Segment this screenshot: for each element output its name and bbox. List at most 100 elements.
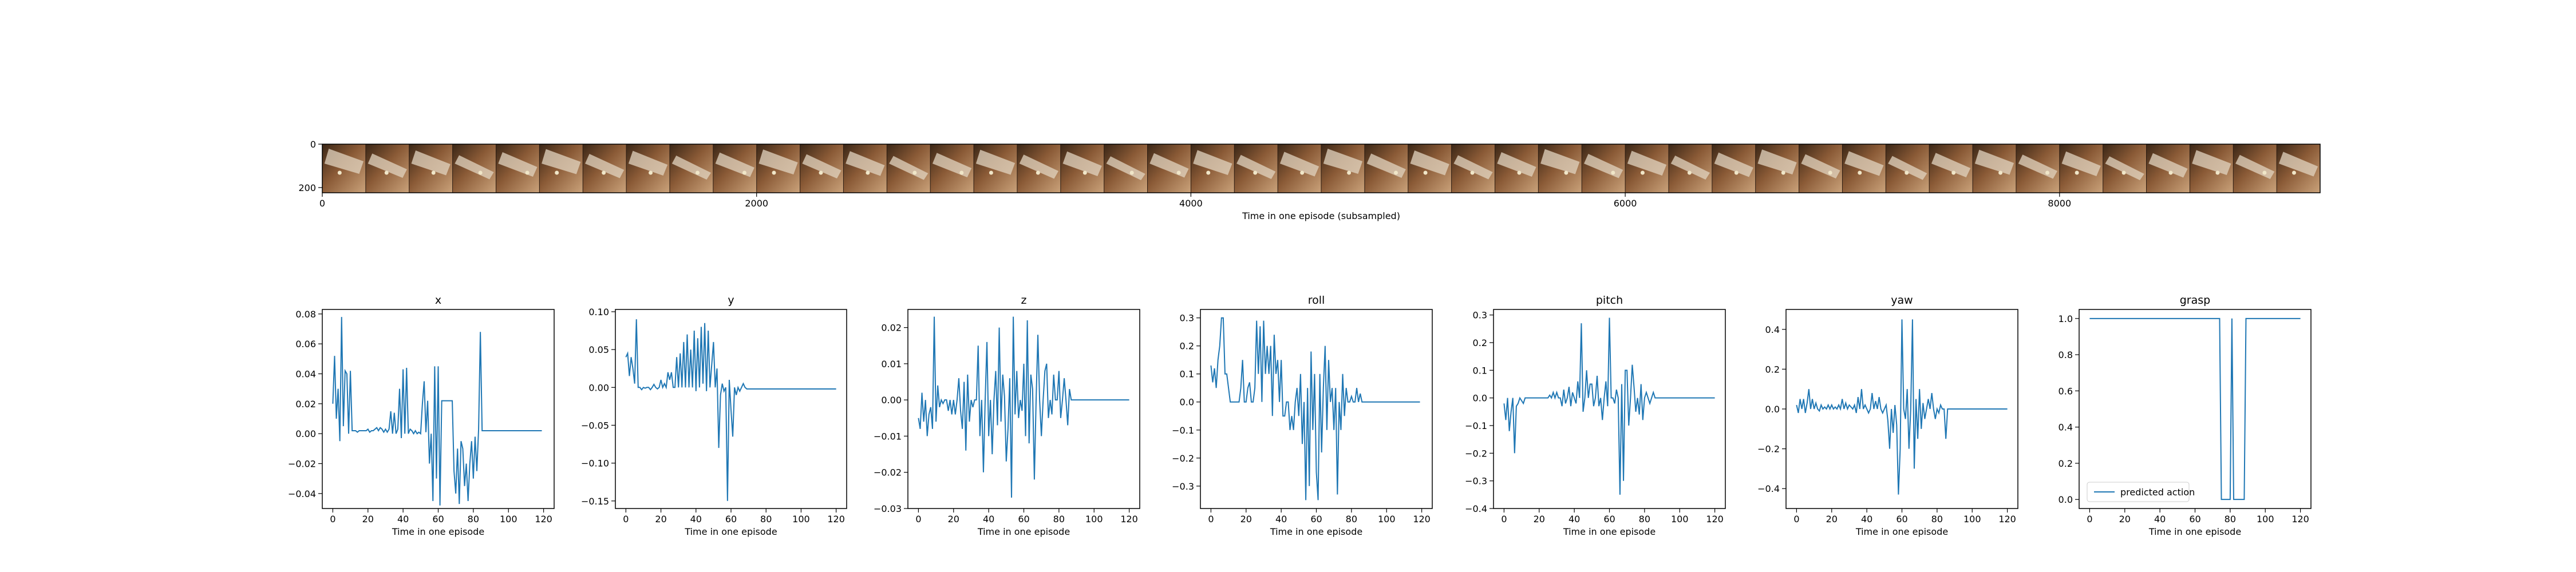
y-tick-label: 200 (298, 182, 316, 193)
x-tick-label: 20 (2119, 514, 2131, 525)
robot-arm (1714, 152, 1753, 177)
robot-arm (1497, 152, 1536, 177)
frame (1364, 144, 1408, 193)
object-marker (959, 170, 964, 175)
frame (452, 144, 496, 193)
object-marker (1858, 170, 1862, 175)
y-tick-label: 0.3 (1180, 313, 1194, 324)
frame (1060, 144, 1104, 193)
y-tick-label: 0.02 (295, 399, 316, 410)
x-axis-label: Time in one episode (2148, 526, 2241, 537)
series-line (918, 316, 1129, 498)
robot-arm (671, 156, 712, 180)
object-marker (1470, 170, 1475, 175)
subplot-x (318, 309, 555, 513)
x-tick-label: 80 (760, 514, 772, 525)
frame (539, 144, 583, 193)
x-tick-label: 8000 (2048, 198, 2071, 209)
robot-arm (1453, 155, 1493, 180)
robot-arm (1757, 149, 1797, 174)
x-tick-label: 6000 (1614, 198, 1637, 209)
frame (2276, 144, 2320, 193)
y-tick-label: 0.8 (2059, 349, 2073, 360)
robot-arm (1844, 151, 1884, 176)
y-tick-label: 0.01 (881, 359, 902, 370)
x-tick-label: 40 (690, 514, 702, 525)
y-tick-label: −0.02 (288, 459, 316, 470)
frame (1885, 144, 1930, 193)
robot-arm (889, 156, 929, 180)
y-tick-label: 0.2 (1473, 337, 1487, 348)
object-marker (1129, 170, 1134, 175)
subplot-y (611, 309, 847, 513)
object-marker (1564, 170, 1568, 175)
frame (1321, 144, 1365, 193)
y-tick-label: −0.2 (1172, 453, 1194, 464)
x-tick-label: 0 (2087, 514, 2092, 525)
object-marker (1998, 170, 2003, 175)
frame (409, 144, 453, 193)
subplot-title: roll (1308, 294, 1325, 307)
y-tick-label: 0.02 (881, 323, 902, 333)
robot-arm (1627, 150, 1667, 176)
robot-arm (975, 149, 1016, 175)
x-tick-label: 40 (1275, 514, 1287, 525)
object-marker (1640, 170, 1645, 175)
robot-arm (1279, 152, 1319, 177)
y-tick-label: 0.00 (881, 395, 902, 406)
frame (495, 144, 540, 193)
x-axis-label: Time in one episode (392, 526, 484, 537)
y-tick-label: −0.10 (581, 458, 609, 469)
frame (1668, 144, 1712, 193)
x-tick-label: 120 (1706, 514, 1724, 525)
object-marker (866, 170, 870, 175)
object-marker (2075, 170, 2079, 175)
robot-arm (846, 151, 885, 176)
y-tick-label: 0.0 (1180, 397, 1194, 408)
robot-arm (1323, 149, 1363, 174)
x-tick-label: 120 (1120, 514, 1138, 525)
robot-arm (1062, 151, 1102, 176)
object-marker (2121, 170, 2126, 175)
x-axis-label: Time in one episode (1270, 526, 1362, 537)
legend-box (2087, 482, 2190, 502)
x-tick-label: 120 (535, 514, 552, 525)
subplot-title: z (1021, 294, 1027, 307)
y-tick-label: 0.06 (295, 339, 316, 349)
object-marker (1206, 170, 1211, 175)
x-axis-label: Time in one episode (1855, 526, 1948, 537)
strip-frame (322, 144, 2321, 193)
y-tick-label: 0.00 (295, 428, 316, 439)
subplot-title: pitch (1596, 294, 1623, 307)
plot-frame (907, 309, 1140, 509)
y-tick-label: 0 (310, 139, 316, 150)
robot-arm (1670, 156, 1710, 180)
object-marker (1781, 170, 1785, 175)
frame (1625, 144, 1669, 193)
plot-frame (2079, 309, 2312, 509)
frame (713, 144, 757, 193)
frame (2233, 144, 2277, 193)
subplot-title: yaw (1891, 294, 1913, 307)
frame (2189, 144, 2234, 193)
object-marker (2168, 170, 2173, 175)
y-tick-label: 0.2 (2059, 458, 2073, 469)
frame (1538, 144, 1582, 193)
x-tick-label: 100 (2257, 514, 2274, 525)
robot-arm (2061, 151, 2101, 176)
object-marker (384, 170, 389, 175)
object-marker (2215, 170, 2220, 175)
y-tick-label: 0.0 (1765, 404, 1780, 415)
y-tick-label: −0.4 (1757, 483, 1780, 494)
object-marker (1253, 170, 1258, 175)
x-axis-label: Time in one episode (1563, 526, 1656, 537)
x-tick-label: 100 (792, 514, 810, 525)
x-tick-label: 0 (623, 514, 629, 525)
frame (973, 144, 1017, 193)
x-tick-label: 20 (1240, 514, 1252, 525)
object-marker (989, 170, 993, 175)
x-tick-label: 120 (827, 514, 845, 525)
frame (1147, 144, 1191, 193)
robot-arm (1410, 150, 1449, 176)
y-tick-label: 0.6 (2059, 386, 2073, 396)
